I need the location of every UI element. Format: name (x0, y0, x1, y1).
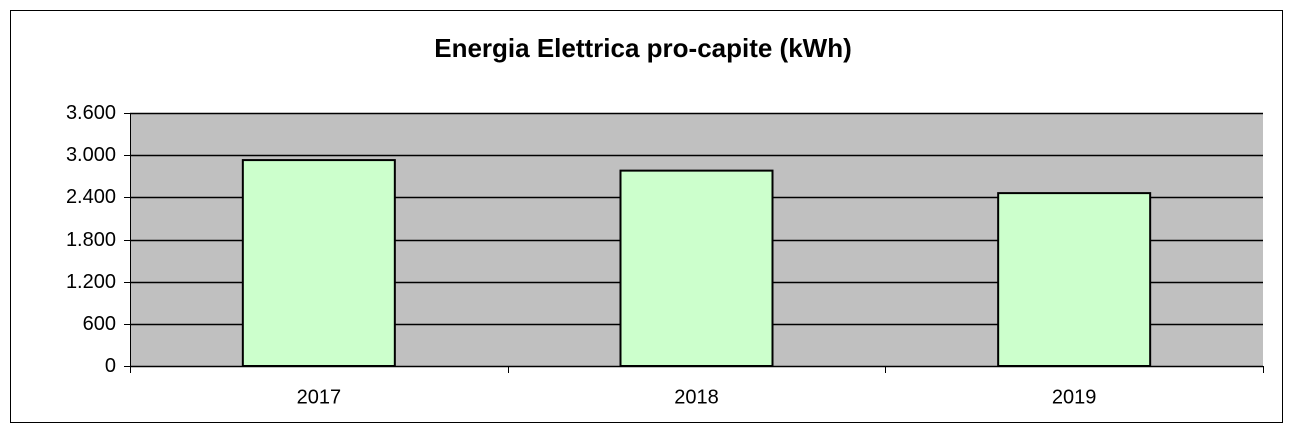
bar (241, 159, 396, 367)
x-tick-label: 2017 (297, 386, 342, 408)
y-tick-label: 3.600 (66, 102, 116, 124)
x-tick-label: 2018 (674, 386, 719, 408)
bar (997, 192, 1152, 367)
chart-title: Energia Elettrica pro-capite (kWh) (434, 33, 852, 63)
y-tick-label: 2.400 (66, 186, 116, 208)
bar (619, 169, 774, 367)
y-tick-label: 1.800 (66, 229, 116, 251)
y-tick-label: 3.000 (66, 144, 116, 166)
x-tick-label: 2019 (1052, 386, 1097, 408)
y-tick-label: 0 (105, 355, 116, 377)
y-tick-label: 1.200 (66, 271, 116, 293)
y-tick-label: 600 (83, 313, 116, 335)
